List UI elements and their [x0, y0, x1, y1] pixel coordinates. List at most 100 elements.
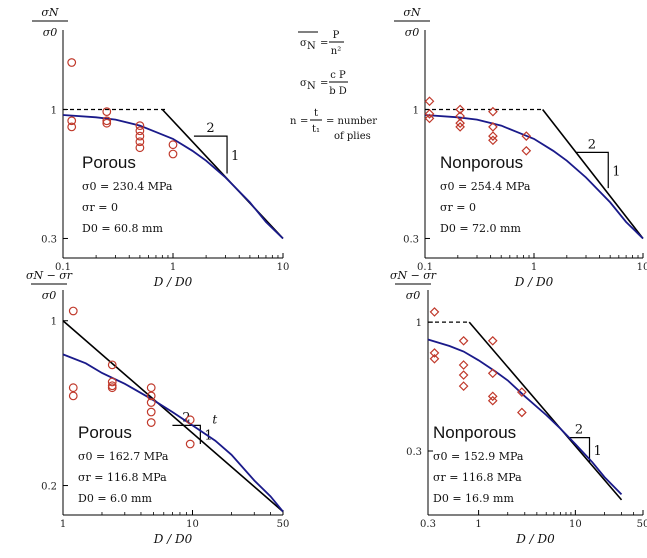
x-tick-label: 1 [60, 519, 66, 530]
formula-2-eq: = [320, 78, 328, 89]
y-label-denominator: σ0 [43, 26, 58, 39]
x-tick-label: 0.1 [55, 262, 71, 273]
formula-1-den: n² [331, 46, 341, 57]
parameter-line: σr = 0 [440, 201, 476, 214]
parameter-line: D0 = 72.0 mm [440, 222, 521, 235]
y-tick-label: 1 [51, 105, 57, 116]
data-point [168, 140, 178, 150]
x-axis-label: D / D0 [514, 275, 554, 289]
formula-3-text: = number [326, 116, 377, 127]
parameter-line: σr = 116.8 MPa [433, 471, 522, 484]
data-point [102, 107, 112, 117]
data-point [107, 360, 117, 370]
slope-triangle [568, 437, 591, 463]
data-point [488, 122, 498, 132]
formula-1-symbol: σ [300, 38, 307, 49]
formula-3-text2: of plies [334, 131, 371, 142]
material-label: Nonporous [440, 153, 523, 172]
data-point [487, 335, 498, 346]
data-point [146, 391, 156, 401]
data-point [102, 116, 112, 126]
y-tick-label: 1 [413, 105, 419, 116]
lefm-asymptote [468, 321, 623, 501]
x-tick-label: 10 [569, 519, 582, 530]
x-tick-label: 1 [475, 519, 481, 530]
data-point [517, 407, 527, 418]
formula-1-eq: = [320, 38, 328, 49]
data-point [458, 335, 469, 346]
slope-triangle [172, 424, 201, 445]
parameter-line: σ0 = 230.4 MPa [82, 180, 173, 193]
parameter-line: σr = 116.8 MPa [78, 471, 167, 484]
data-point [68, 391, 78, 401]
data-point [455, 111, 465, 121]
x-axis-label: D / D0 [153, 532, 193, 546]
slope-label-run: 2 [575, 423, 583, 438]
slope-triangle [575, 151, 609, 189]
x-tick-label: 10 [277, 262, 290, 273]
formula-1-num: P [333, 30, 340, 41]
data-point [107, 383, 117, 393]
y-tick-label: 0.3 [403, 234, 419, 245]
data-point [67, 122, 77, 132]
formula-3-eq: = [300, 116, 308, 127]
x-tick-label: 10 [637, 262, 647, 273]
data-point [487, 368, 498, 379]
data-point [146, 418, 156, 427]
data-point [455, 118, 465, 129]
data-point [458, 381, 469, 391]
data-point [135, 121, 145, 131]
slope-label-rise: 1 [231, 149, 239, 164]
lefm-asymptote [541, 108, 644, 239]
formula-2-sub: N [307, 81, 316, 92]
y-label-numerator: σN [403, 6, 421, 19]
slope-triangle [193, 135, 228, 174]
x-tick-label: 10 [186, 519, 199, 530]
formula-1-sub: N [307, 41, 316, 52]
slope-label-run: 2 [588, 137, 596, 152]
data-point [455, 122, 465, 132]
y-label-denominator: σ0 [405, 26, 420, 39]
data-point [107, 377, 117, 387]
parameter-line: σr = 0 [82, 201, 118, 214]
data-point [455, 104, 465, 115]
data-point [68, 306, 78, 316]
formula-3-num: t [314, 108, 318, 119]
data-point [168, 149, 178, 159]
data-point [429, 307, 440, 317]
parameter-line: σ0 = 254.4 MPa [440, 180, 531, 193]
size-effect-curve [424, 114, 644, 240]
data-point [517, 387, 527, 397]
size-effect-curve [62, 353, 284, 513]
data-point [146, 398, 156, 407]
x-tick-label: 1 [531, 262, 537, 273]
x-tick-label: 0.3 [420, 519, 436, 530]
data-point [135, 143, 145, 153]
material-label: Nonporous [433, 423, 516, 442]
data-point [424, 96, 435, 107]
data-point [429, 353, 440, 364]
slope-label-extra: t [212, 412, 217, 426]
y-label-denominator: σ0 [42, 289, 57, 302]
data-point [102, 118, 112, 128]
data-point [488, 131, 498, 141]
y-label-numerator: σN − σr [26, 269, 73, 282]
y-tick-label: 0.3 [41, 234, 57, 245]
y-label-denominator: σ0 [406, 289, 421, 302]
y-label-numerator: σN [41, 6, 59, 19]
data-point [488, 135, 498, 146]
formula-2-den: b D [329, 86, 347, 97]
data-point [458, 370, 469, 380]
data-point [488, 106, 498, 117]
material-label: Porous [78, 423, 132, 442]
slope-label-run: 2 [206, 121, 214, 136]
data-point [146, 383, 156, 393]
data-point [67, 58, 77, 67]
parameter-line: D0 = 6.0 mm [78, 492, 152, 505]
data-point [67, 116, 77, 126]
formula-2-symbol: σ [300, 78, 307, 89]
data-point [429, 348, 440, 358]
